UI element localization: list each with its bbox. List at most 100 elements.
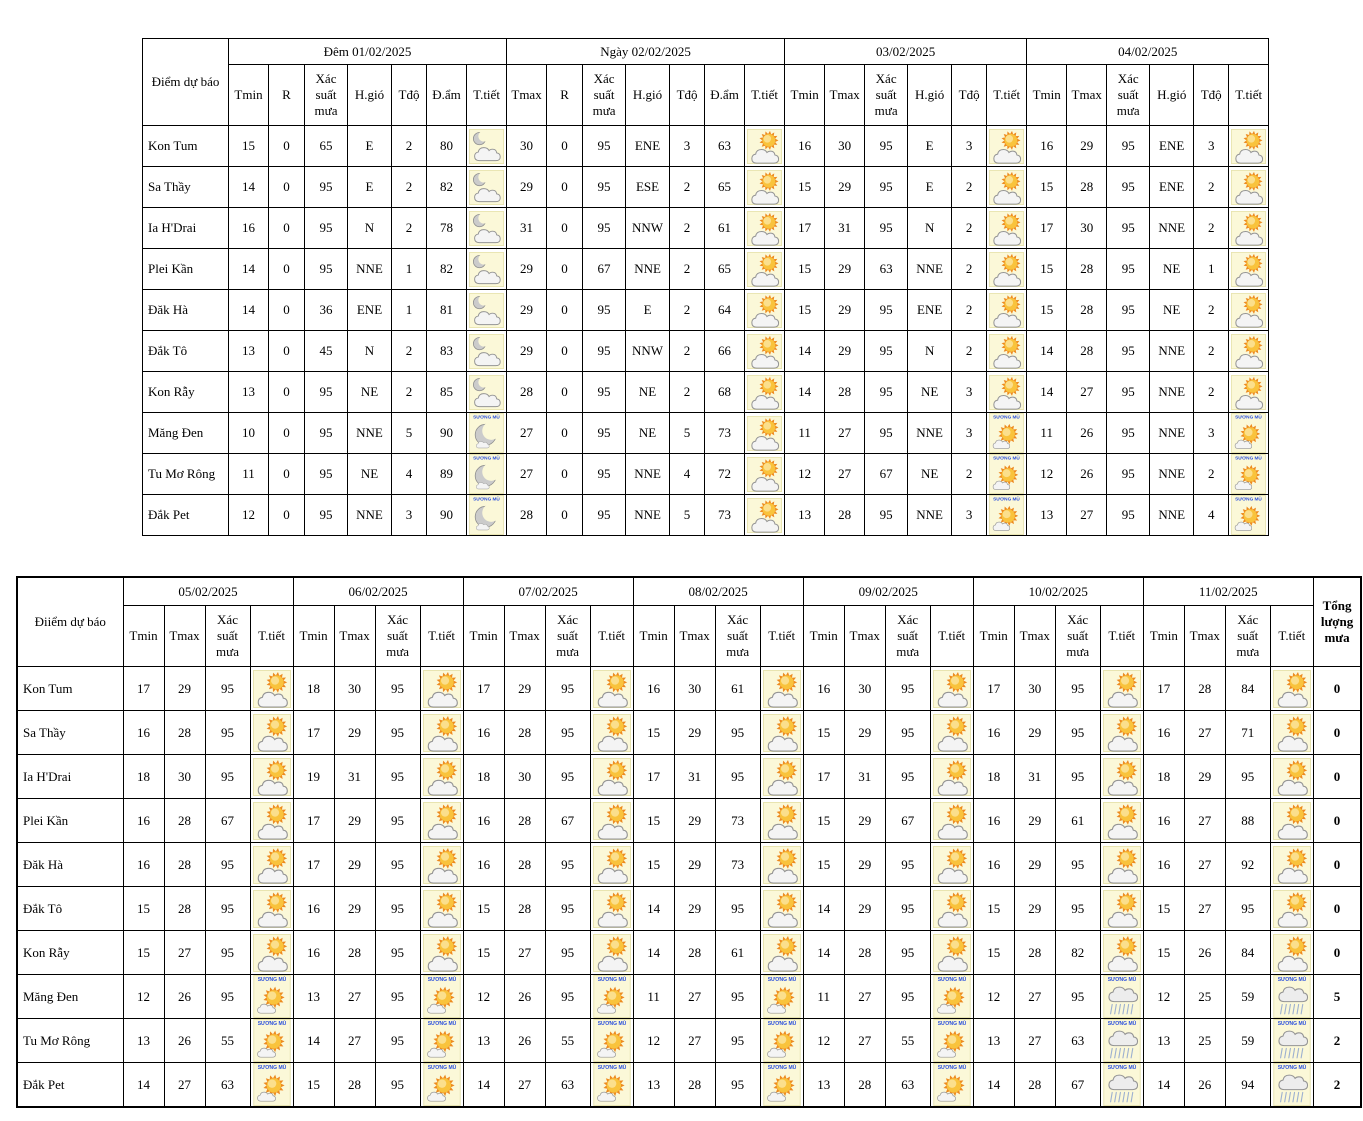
t2-body: Kon Tum 17 29 95 18 30 95 17 29 95 16 30 61 16 30 95 17 3… bbox=[16, 666, 1362, 1108]
data-cell: 95 bbox=[204, 754, 251, 799]
data-cell: 95 bbox=[714, 886, 761, 931]
data-cell: 95 bbox=[374, 886, 421, 931]
weather-condition-cell bbox=[744, 207, 786, 249]
svg-text:SƯƠNG MÙ: SƯƠNG MÙ bbox=[937, 1020, 966, 1027]
data-cell: 27 bbox=[506, 453, 548, 495]
sun-cloud-icon bbox=[1231, 210, 1267, 246]
column-header: T.tiết bbox=[419, 605, 464, 667]
fog-sun-icon: SƯƠNG MÙ bbox=[1231, 495, 1267, 535]
data-cell: 17 bbox=[292, 710, 335, 755]
sun-cloud-icon bbox=[747, 415, 783, 451]
data-cell: 82 bbox=[426, 166, 467, 208]
data-cell: 29 bbox=[824, 289, 866, 331]
data-cell: 95 bbox=[864, 494, 909, 536]
data-cell: 95 bbox=[714, 1062, 761, 1108]
data-cell: 0 bbox=[268, 289, 305, 331]
data-cell: 27 bbox=[163, 1062, 206, 1108]
data-cell: 2 bbox=[951, 207, 988, 249]
data-cell: 25 bbox=[1183, 1018, 1226, 1063]
data-cell: 29 bbox=[333, 886, 376, 931]
data-cell: 0 bbox=[268, 494, 305, 536]
row-name: Đắk Tô bbox=[142, 330, 229, 372]
data-cell: 16 bbox=[462, 798, 505, 843]
data-cell: 28 bbox=[1183, 666, 1226, 711]
fog-sun-icon: SƯƠNG MÙ bbox=[933, 975, 971, 1018]
row-name: Plei Kần bbox=[16, 798, 124, 843]
sun-cloud-icon bbox=[422, 933, 461, 972]
data-cell: 95 bbox=[304, 494, 348, 536]
weather-condition-cell bbox=[759, 798, 804, 843]
data-cell: 28 bbox=[163, 886, 206, 931]
data-cell: 27 bbox=[503, 930, 546, 975]
data-cell: 0 bbox=[546, 330, 584, 372]
svg-text:SƯƠNG MÙ: SƯƠNG MÙ bbox=[427, 1064, 456, 1071]
data-cell: 67 bbox=[204, 798, 251, 843]
data-cell: 15 bbox=[462, 930, 505, 975]
sun-cloud-icon bbox=[989, 374, 1025, 410]
data-cell: 95 bbox=[544, 886, 591, 931]
data-cell: 61 bbox=[704, 207, 746, 249]
data-cell: 28 bbox=[506, 494, 548, 536]
weather-condition-cell bbox=[419, 710, 464, 755]
fog-sun-icon: SƯƠNG MÙ bbox=[1231, 413, 1267, 453]
data-cell: 10 bbox=[228, 412, 269, 454]
total-rain-value: 0 bbox=[1312, 754, 1362, 799]
fog-sun-icon: SƯƠNG MÙ bbox=[422, 975, 461, 1018]
t1-header: Điểm dự báo Đêm 01/02/2025 Ngày 02/02/2025… bbox=[142, 38, 1270, 126]
svg-text:SƯƠNG MÙ: SƯƠNG MÙ bbox=[427, 976, 456, 983]
data-cell: 95 bbox=[374, 666, 421, 711]
data-cell: 27 bbox=[824, 453, 866, 495]
sun-cloud-icon bbox=[1272, 889, 1311, 928]
data-cell: 14 bbox=[228, 166, 269, 208]
data-cell: 29 bbox=[1183, 754, 1226, 799]
weather-condition-cell bbox=[986, 166, 1028, 208]
weather-condition-cell bbox=[465, 371, 508, 413]
sun-cloud-icon bbox=[1231, 251, 1267, 287]
weather-condition-cell: SƯƠNG MÙ bbox=[249, 1018, 294, 1063]
data-cell: 0 bbox=[268, 207, 305, 249]
weather-condition-cell bbox=[589, 886, 634, 931]
sun-cloud-icon bbox=[747, 497, 783, 533]
weather-condition-cell bbox=[929, 666, 974, 711]
data-cell: 95 bbox=[1054, 666, 1101, 711]
data-cell: 16 bbox=[1142, 710, 1185, 755]
table-row: Kon Tum 17 29 95 18 30 95 17 29 95 16 30 61 16 30 95 17 3… bbox=[16, 666, 1362, 711]
data-cell: 16 bbox=[122, 710, 165, 755]
sun-cloud-icon bbox=[989, 251, 1025, 287]
data-cell: 12 bbox=[802, 1018, 845, 1063]
corner-label: Điểm dự báo bbox=[142, 38, 229, 126]
date-group-header: Đêm 01/02/2025 bbox=[227, 38, 508, 65]
data-cell: 0 bbox=[546, 289, 584, 331]
svg-text:SƯƠNG MÙ: SƯƠNG MÙ bbox=[597, 1020, 626, 1027]
data-cell: 90 bbox=[426, 412, 467, 454]
svg-text:SƯƠNG MÙ: SƯƠNG MÙ bbox=[767, 976, 796, 983]
data-cell: 16 bbox=[122, 842, 165, 887]
data-cell: ENE bbox=[347, 289, 392, 331]
data-cell: 0 bbox=[546, 412, 584, 454]
column-header: Tmax bbox=[1066, 64, 1108, 126]
data-cell: 31 bbox=[843, 754, 886, 799]
data-cell: 5 bbox=[669, 412, 706, 454]
fog-sun-icon: SƯƠNG MÙ bbox=[592, 1063, 631, 1106]
data-cell: 95 bbox=[544, 666, 591, 711]
data-cell: NNE bbox=[625, 248, 671, 290]
data-cell: 95 bbox=[544, 754, 591, 799]
data-cell: 19 bbox=[292, 754, 335, 799]
sun-cloud-icon bbox=[1231, 292, 1267, 328]
weather-condition-cell bbox=[929, 710, 974, 755]
weather-condition-cell bbox=[465, 125, 508, 167]
data-cell: 85 bbox=[426, 371, 467, 413]
row-name: Ia H'Drai bbox=[16, 754, 124, 799]
data-cell: 29 bbox=[506, 289, 548, 331]
data-cell: 95 bbox=[884, 842, 931, 887]
data-cell: 14 bbox=[1026, 371, 1068, 413]
data-cell: 65 bbox=[304, 125, 348, 167]
data-cell: 64 bbox=[704, 289, 746, 331]
svg-text:SƯƠNG MÙ: SƯƠNG MÙ bbox=[597, 976, 626, 983]
data-cell: 14 bbox=[632, 886, 675, 931]
data-cell: 12 bbox=[1142, 974, 1185, 1019]
column-header: Xác suất mưa bbox=[582, 64, 627, 126]
data-cell: 30 bbox=[1013, 666, 1056, 711]
data-cell: 95 bbox=[582, 166, 627, 208]
sun-cloud-icon bbox=[989, 128, 1025, 164]
